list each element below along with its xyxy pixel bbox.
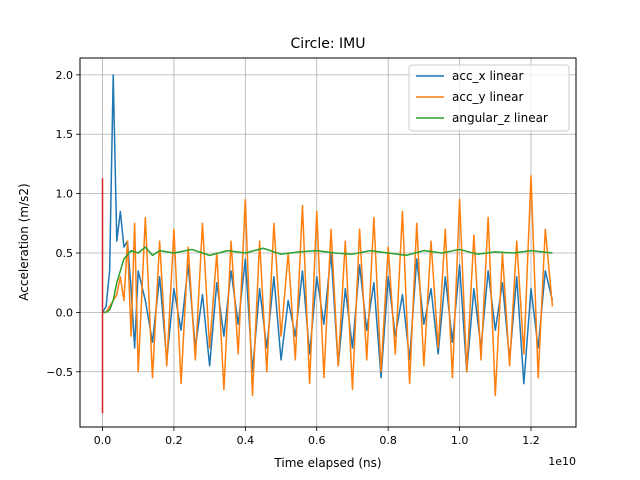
series-layer <box>101 74 554 414</box>
x-ticks: 0.0 0.2 0.4 0.6 0.8 1.0 1.2 <box>94 427 540 447</box>
y-ticks: −0.5 0.0 0.5 1.0 1.5 2.0 <box>46 69 80 379</box>
chart-title: Circle: IMU <box>291 36 366 52</box>
x-axis-label: Time elapsed (ns) <box>273 456 381 470</box>
x-tick-label: 0.4 <box>237 434 255 447</box>
legend-label-acc-x: acc_x linear <box>452 69 523 83</box>
series-acc-y-line <box>102 175 554 397</box>
y-tick-label: −0.5 <box>46 366 73 379</box>
legend-label-angular-z: angular_z linear <box>452 111 548 125</box>
x-tick-label: 0.6 <box>308 434 326 447</box>
x-tick-label: 1.2 <box>522 434 540 447</box>
x-tick-label: 0.0 <box>94 434 112 447</box>
y-tick-label: 0.0 <box>56 306 74 319</box>
x-tick-label: 0.2 <box>165 434 183 447</box>
y-tick-label: 0.5 <box>56 247 74 260</box>
x-tick-label: 0.8 <box>379 434 397 447</box>
series-acc-x-line <box>101 74 554 385</box>
x-tick-label: 1.0 <box>451 434 469 447</box>
y-axis-label: Acceleration (m/s2) <box>17 183 31 300</box>
x-axis-offset-label: 1e10 <box>548 455 576 468</box>
series-angular-z-line <box>102 246 553 314</box>
y-tick-label: 2.0 <box>56 69 74 82</box>
y-tick-label: 1.0 <box>56 188 74 201</box>
legend-label-acc-y: acc_y linear <box>452 90 523 104</box>
legend-box <box>408 64 570 132</box>
plot-frame <box>79 57 577 428</box>
y-tick-label: 1.5 <box>56 128 74 141</box>
legend: acc_x linear acc_y linear angular_z line… <box>408 64 570 132</box>
